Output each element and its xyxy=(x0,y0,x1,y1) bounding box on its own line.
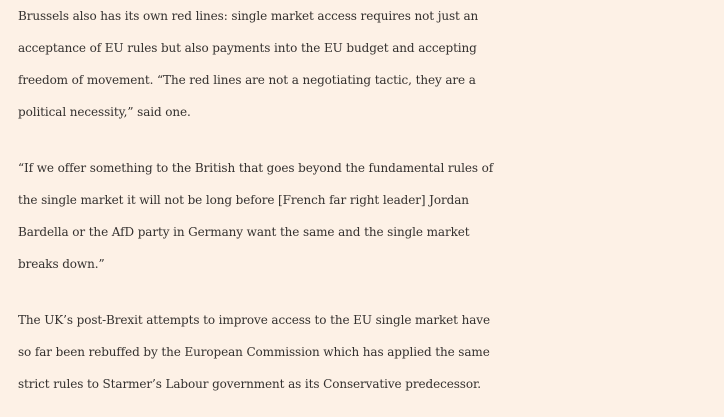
paragraph-line: Brussels also has its own red lines: sin… xyxy=(18,9,479,23)
paragraph-line: acceptance of EU rules but also payments… xyxy=(18,41,477,55)
paragraph-line: “If we offer something to the British th… xyxy=(18,161,494,175)
paragraph-line: Bardella or the AfD party in Germany wan… xyxy=(18,225,470,239)
article-body: Brussels also has its own red lines: sin… xyxy=(18,0,724,400)
paragraph-line: political necessity,” said one. xyxy=(18,105,191,119)
paragraph-line: breaks down.” xyxy=(18,257,105,271)
paragraph-line: strict rules to Starmer’s Labour governm… xyxy=(18,377,481,391)
paragraph-line: freedom of movement. “The red lines are … xyxy=(18,73,476,87)
article-paragraph: The UK’s post-Brexit attempts to improve… xyxy=(18,304,724,400)
paragraph-line: the single market it will not be long be… xyxy=(18,193,469,207)
article-paragraph: Brussels also has its own red lines: sin… xyxy=(18,0,724,128)
paragraph-line: The UK’s post-Brexit attempts to improve… xyxy=(18,313,490,327)
paragraph-line: so far been rebuffed by the European Com… xyxy=(18,345,490,359)
article-paragraph: “If we offer something to the British th… xyxy=(18,152,724,280)
